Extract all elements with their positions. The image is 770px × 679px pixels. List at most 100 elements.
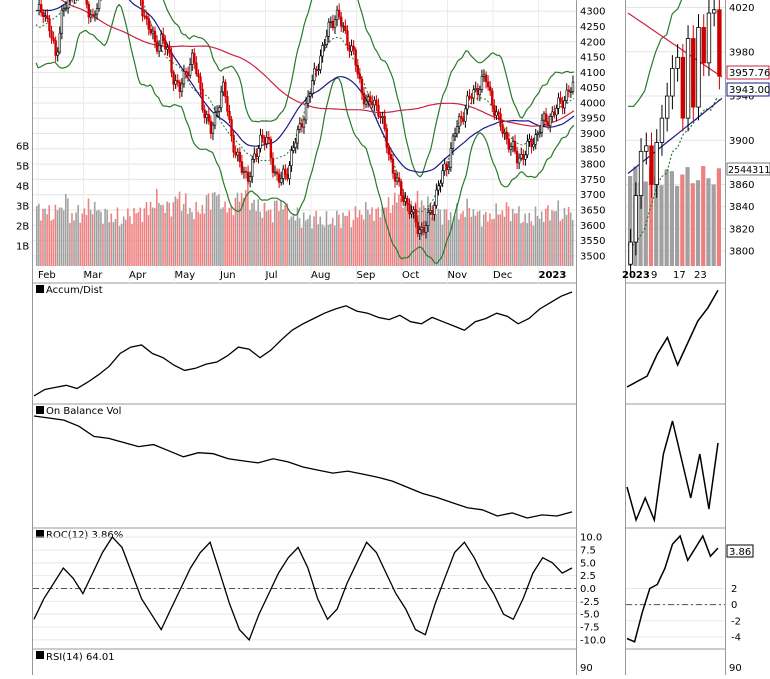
volume-bar xyxy=(497,214,500,266)
zoom-x-axis: 2023 9 17 23 xyxy=(622,270,707,281)
volume-bar xyxy=(365,202,367,266)
candle-body xyxy=(520,154,523,159)
candle-body xyxy=(480,76,484,90)
candle-body xyxy=(488,86,492,92)
candle-body xyxy=(174,80,177,85)
volume-bar xyxy=(232,215,235,266)
zoom-candle-body xyxy=(717,9,722,77)
volume-bar xyxy=(112,222,115,266)
candle-body xyxy=(449,148,453,168)
volume-y-tick: 6B xyxy=(16,142,29,153)
bollinger-lower-band xyxy=(35,3,575,264)
candle-body xyxy=(499,113,502,127)
candle-body xyxy=(532,143,535,148)
candle-body xyxy=(240,161,244,173)
rsi-panel-frame xyxy=(32,648,577,679)
candle-body xyxy=(290,150,293,166)
volume-bar xyxy=(447,219,450,266)
candle-body xyxy=(526,140,529,156)
candle-body xyxy=(495,111,498,116)
volume-bar xyxy=(247,182,249,266)
candle-body xyxy=(151,30,155,34)
volume-bar xyxy=(466,198,468,266)
zoom-volume-bar xyxy=(690,183,695,266)
roc-y-tick: 2.5 xyxy=(580,571,596,582)
volume-bar xyxy=(344,215,346,266)
candle-body xyxy=(342,25,345,28)
volume-bar xyxy=(85,214,88,266)
volume-bar xyxy=(352,219,355,266)
volume-bar xyxy=(555,211,557,266)
candle-body xyxy=(89,14,93,18)
price-x-tick: Dec xyxy=(493,270,512,281)
price-x-tick: Mar xyxy=(84,270,104,281)
volume-bar xyxy=(191,211,193,266)
candle-body xyxy=(439,182,442,187)
candle-body xyxy=(162,33,165,42)
volume-bar xyxy=(93,201,96,266)
candle-body xyxy=(542,113,546,121)
candle-body xyxy=(416,221,419,234)
volume-bar xyxy=(439,209,442,266)
volume-bar xyxy=(249,210,251,266)
rsi-zoom-frame xyxy=(625,648,726,679)
volume-bar xyxy=(431,217,433,266)
candle-body xyxy=(546,121,550,126)
volume-bar xyxy=(315,210,317,266)
candle-body xyxy=(180,83,184,92)
volume-bar xyxy=(83,208,86,266)
candle-body xyxy=(149,28,153,34)
zoom-y-tick: 3940 xyxy=(729,92,754,103)
volume-bar xyxy=(325,211,328,266)
candle-body xyxy=(145,16,148,20)
candle-body xyxy=(253,153,256,160)
price-y-tick: 3500 xyxy=(580,251,605,262)
volume-y-tick: 3B xyxy=(16,202,29,213)
volume-bar xyxy=(518,206,520,266)
candle-body xyxy=(280,178,283,183)
zoom-bollinger-upper xyxy=(627,0,683,108)
candle-body xyxy=(569,91,573,93)
volume-bar xyxy=(456,203,458,266)
candle-body xyxy=(464,108,467,122)
zoom-x-tick: 23 xyxy=(694,270,707,281)
volume-bar xyxy=(149,201,152,266)
volume-bar xyxy=(441,224,444,266)
volume-bar xyxy=(251,203,253,266)
volume-bar xyxy=(307,218,309,266)
candle-body xyxy=(344,25,347,31)
volume-bar xyxy=(151,207,154,266)
volume-bar xyxy=(302,212,305,266)
volume-bar xyxy=(114,219,117,266)
volume-bar xyxy=(453,215,456,266)
candle-body xyxy=(42,12,45,17)
volume-bar xyxy=(230,206,233,266)
volume-bar xyxy=(259,211,262,266)
volume-bar xyxy=(547,205,549,266)
volume-bar xyxy=(263,202,266,266)
volume-bar xyxy=(520,223,522,266)
volume-bar xyxy=(323,226,326,266)
candle-body xyxy=(391,159,395,174)
volume-bar xyxy=(106,209,108,266)
volume-bar xyxy=(354,206,357,266)
rsi-title: RSI(14) 64.01 xyxy=(46,652,115,663)
candle-body xyxy=(315,68,318,71)
zoom-close-tag: 3957.76 xyxy=(726,65,770,80)
candle-body xyxy=(443,163,446,172)
price-y-tick: 4000 xyxy=(580,98,605,109)
roc-title: ROC(12) 3.86% xyxy=(46,530,123,541)
candle-body xyxy=(337,9,341,18)
volume-y-tick: 2B xyxy=(16,222,29,233)
volume-bar xyxy=(342,212,344,266)
candle-body xyxy=(168,47,171,54)
price-y-tick: 3550 xyxy=(580,236,605,247)
volume-bar xyxy=(476,211,479,266)
volume-bar xyxy=(133,207,135,266)
candle-body xyxy=(271,157,275,173)
volume-bar xyxy=(381,206,384,266)
accum-legend-mark xyxy=(36,285,44,293)
volume-bar xyxy=(493,218,495,266)
candle-body xyxy=(224,81,227,97)
candle-body xyxy=(358,73,362,80)
